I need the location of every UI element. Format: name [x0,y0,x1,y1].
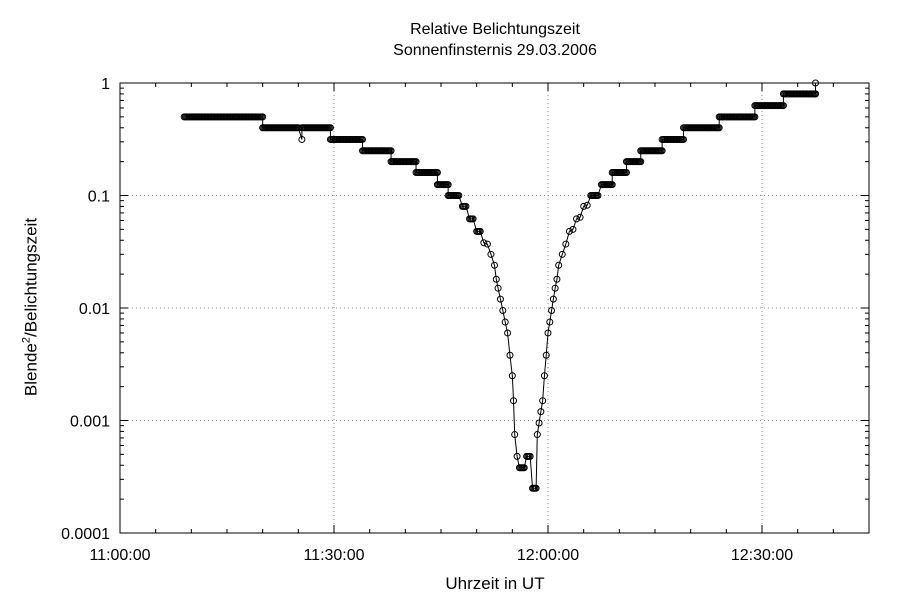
data-point-marker [469,215,477,223]
data-point-marker [594,192,602,199]
data-point-marker [551,284,559,292]
data-point-marker [569,225,577,233]
data-point-marker [553,275,561,283]
data-point-marker [483,240,491,248]
data-point-marker [487,250,495,258]
x-tick-label: 11:30:00 [303,547,364,564]
data-point-marker [259,113,267,121]
data-point-marker [548,307,556,315]
data-point-marker [412,158,420,166]
data-point-marker [680,135,688,143]
data-point-marker [539,397,547,405]
data-point-marker [583,201,591,209]
data-point-marker [520,464,528,472]
data-point-marker [812,79,819,87]
y-axis-label: Blende2/Belichtungszeit [20,217,41,397]
y-tick-label: 0.1 [88,189,110,206]
data-point-marker [658,147,666,155]
data-point-marker [533,431,541,439]
data-point-marker [492,275,500,283]
data-point-marker [558,250,566,258]
data-point-marker [496,295,504,303]
x-tick-label: 12:00:00 [517,547,579,564]
data-point-marker [812,90,819,98]
data-point-marker [499,307,507,315]
data-point-marker [637,158,645,166]
x-axis-label: Uhrzeit in UT [445,574,545,593]
data-point-marker [433,169,441,177]
data-point-marker [476,227,484,235]
series-line [184,83,816,489]
data-point-marker [444,181,452,189]
data-point-marker [504,329,512,337]
data-point-marker [501,318,509,326]
data-point-marker [510,397,518,405]
data-point-marker [462,202,470,210]
data-point-marker [387,147,395,155]
data-point-marker [359,135,367,143]
y-tick-label: 1 [101,76,110,93]
data-point-marker [326,124,334,132]
data-point-marker [508,372,516,380]
data-point-marker [555,261,563,269]
data-point-marker [298,135,306,143]
data-point-marker [576,213,584,221]
data-point-marker [549,295,557,303]
data-point-marker [622,169,630,177]
data-point-marker [511,431,519,439]
data-point-marker [455,192,463,199]
data-point-marker [494,284,502,292]
data-point-marker [532,484,540,492]
data-point-marker [546,318,554,326]
x-tick-label: 12:30:00 [731,547,793,564]
y-tick-label: 0.01 [79,301,110,318]
data-point-marker [535,419,543,427]
data-point-marker [513,452,521,460]
y-tick-label: 0.001 [70,414,110,431]
data-point-marker [537,408,545,416]
chart-title: Relative Belichtungszeit [410,21,580,38]
data-point-marker [544,329,552,337]
y-tick-label: 0.0001 [61,526,110,543]
data-point-marker [565,227,573,235]
data-point-marker [526,452,534,460]
data-point-marker [580,202,588,210]
data-point-marker [506,351,514,359]
data-point-marker [779,102,787,110]
data-point-marker [751,113,759,121]
data-point-marker [491,261,498,269]
data-point-marker [540,372,548,380]
data-point-marker [608,181,616,189]
x-tick-label: 11:00:00 [89,547,150,564]
data-point-marker [715,124,723,132]
data-point-marker [542,351,550,359]
data-point-marker [480,239,488,247]
chart-subtitle: Sonnenfinsternis 29.03.2006 [393,42,597,59]
data-point-marker [562,240,570,248]
data-point-marker [573,215,581,223]
